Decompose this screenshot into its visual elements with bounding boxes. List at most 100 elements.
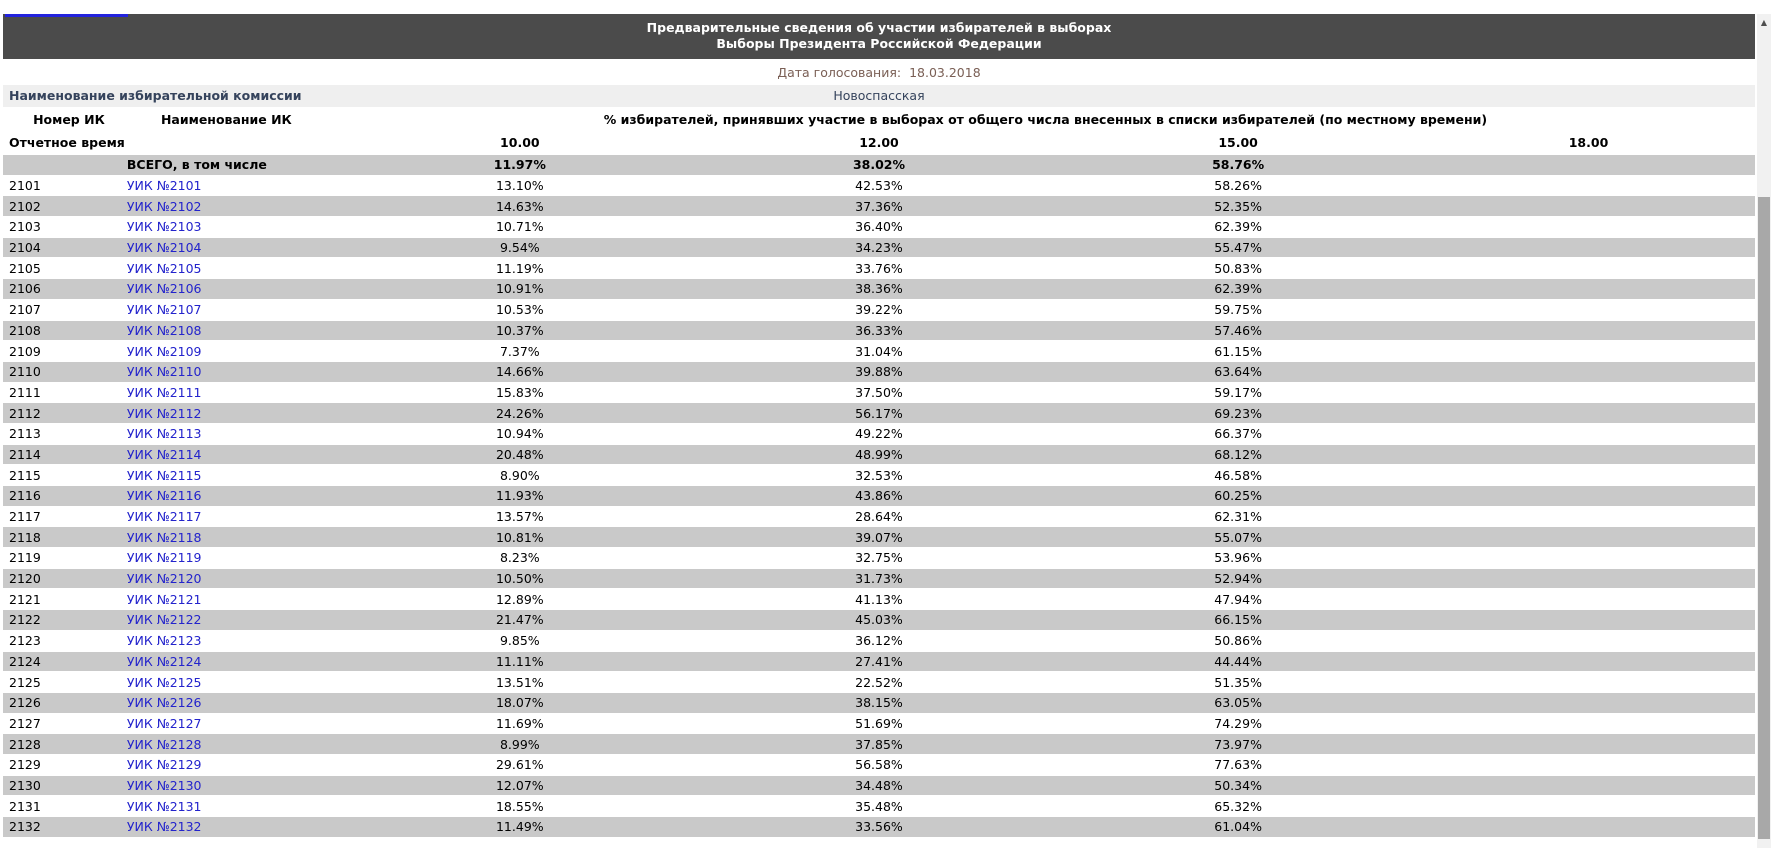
- turnout-value-cell: 66.37%: [1214, 426, 1262, 442]
- turnout-value-cell: [1422, 486, 1755, 506]
- uik-link[interactable]: УИК №2116: [126, 488, 202, 504]
- table-row: 2119 УИК №2119 8.23% 32.75% 53.96%: [3, 548, 1755, 569]
- ik-number-cell: 2106: [9, 281, 41, 297]
- turnout-value-cell: 38.36%: [855, 281, 903, 297]
- voting-date-label: Дата голосования:: [777, 65, 902, 80]
- uik-link[interactable]: УИК №2106: [126, 281, 202, 297]
- vertical-scrollbar[interactable]: ▲ ▼: [1757, 14, 1771, 848]
- uik-link[interactable]: УИК №2127: [126, 715, 202, 731]
- turnout-value-cell: 44.44%: [1214, 653, 1262, 669]
- turnout-value-cell: 39.07%: [855, 529, 903, 545]
- table-row: 2103 УИК №2103 10.71% 36.40% 62.39%: [3, 217, 1755, 238]
- turnout-value-cell: 14.66%: [495, 364, 544, 380]
- uik-link[interactable]: УИК №2117: [126, 509, 202, 525]
- ik-number-cell: 2130: [9, 777, 41, 793]
- uik-link[interactable]: УИК №2126: [126, 695, 202, 711]
- turnout-value-cell: 7.37%: [499, 343, 540, 359]
- table-row: 2128 УИК №2128 8.99% 37.85% 73.97%: [3, 734, 1755, 755]
- uik-link[interactable]: УИК №2115: [126, 467, 202, 483]
- uik-link[interactable]: УИК №2128: [126, 736, 202, 752]
- uik-link[interactable]: УИК №2108: [126, 322, 202, 338]
- ik-number-cell: 2108: [9, 322, 41, 338]
- ik-name-cell: УИК №2120: [117, 569, 336, 589]
- uik-link[interactable]: УИК №2104: [126, 240, 202, 256]
- turnout-value-cell: 11.97%: [493, 157, 546, 173]
- uik-link[interactable]: УИК №2101: [126, 178, 202, 194]
- uik-link[interactable]: УИК №2124: [126, 653, 202, 669]
- ik-number-cell: 2111: [9, 384, 41, 400]
- uik-link[interactable]: УИК №2120: [126, 571, 202, 587]
- table-row: 2124 УИК №2124 11.11% 27.41% 44.44%: [3, 651, 1755, 673]
- turnout-value-cell: 56.17%: [855, 405, 903, 421]
- turnout-value-cell: [1422, 569, 1755, 589]
- commission-name: Новоспасская: [833, 88, 925, 103]
- report-content: Предварительные сведения об участии изби…: [3, 14, 1755, 838]
- uik-link[interactable]: УИК №2132: [126, 819, 202, 835]
- turnout-value-cell: 38.15%: [855, 695, 903, 711]
- uik-link[interactable]: УИК №2119: [126, 550, 202, 566]
- uik-link[interactable]: УИК №2125: [126, 674, 202, 690]
- scroll-up-icon[interactable]: ▲: [1757, 14, 1771, 30]
- turnout-value-cell: [1422, 589, 1755, 609]
- turnout-value-cell: 56.58%: [855, 757, 903, 773]
- ik-name-cell: ВСЕГО, в том числе: [126, 157, 267, 173]
- turnout-value-cell: 9.54%: [499, 240, 540, 256]
- uik-link[interactable]: УИК №2114: [126, 446, 202, 462]
- turnout-value-cell: 10.71%: [495, 219, 544, 235]
- uik-link[interactable]: УИК №2122: [126, 612, 202, 628]
- turnout-value-cell: 36.40%: [855, 219, 903, 235]
- uik-link[interactable]: УИК №2110: [126, 364, 202, 380]
- table-row: 2116 УИК №2116 11.93% 43.86% 60.25%: [3, 486, 1755, 507]
- uik-link[interactable]: УИК №2113: [126, 426, 202, 442]
- ik-number-cell: 2112: [9, 405, 41, 421]
- page: Предварительные сведения об участии изби…: [0, 14, 1771, 848]
- ik-name-cell: УИК №2125: [117, 672, 336, 692]
- uik-link[interactable]: УИК №2123: [126, 633, 202, 649]
- table-row: 2112 УИК №2112 24.26% 56.17% 69.23%: [3, 403, 1755, 424]
- uik-link[interactable]: УИК №2118: [126, 529, 202, 545]
- ik-name-cell: УИК №2108: [117, 321, 336, 341]
- uik-link[interactable]: УИК №2130: [126, 777, 202, 793]
- table-row: 2131 УИК №2131 18.55% 35.48% 65.32%: [3, 796, 1755, 817]
- ik-number-cell: 2105: [9, 260, 41, 276]
- turnout-value-cell: 69.23%: [1214, 405, 1262, 421]
- scroll-down-icon[interactable]: ▼: [1757, 846, 1771, 848]
- column-header-turnout-percent: % избирателей, принявших участие в выбор…: [603, 112, 1488, 127]
- uik-link[interactable]: УИК №2129: [126, 757, 202, 773]
- uik-link[interactable]: УИК №2103: [126, 219, 202, 235]
- ik-number-cell: 2114: [9, 446, 41, 462]
- table-body: ВСЕГО, в том числе 11.97% 38.02% 58.76% 2101…: [3, 155, 1755, 838]
- ik-number-cell: 2122: [9, 612, 41, 628]
- turnout-value-cell: 63.05%: [1214, 695, 1262, 711]
- ik-name-cell: УИК №2107: [117, 300, 336, 320]
- uik-link[interactable]: УИК №2107: [126, 302, 202, 318]
- uik-link[interactable]: УИК №2105: [126, 260, 202, 276]
- uik-link[interactable]: УИК №2121: [126, 591, 202, 607]
- turnout-value-cell: 55.47%: [1214, 240, 1262, 256]
- turnout-value-cell: [1422, 279, 1755, 299]
- turnout-value-cell: 49.22%: [855, 426, 903, 442]
- ik-number-cell: [3, 155, 117, 175]
- turnout-value-cell: 52.94%: [1214, 571, 1262, 587]
- turnout-value-cell: 58.76%: [1212, 157, 1265, 173]
- turnout-value-cell: 52.35%: [1214, 198, 1262, 214]
- report-title-bar: Предварительные сведения об участии изби…: [3, 14, 1755, 59]
- time-column-12: 12.00: [859, 134, 899, 150]
- turnout-value-cell: 62.31%: [1214, 509, 1262, 525]
- uik-link[interactable]: УИК №2111: [126, 384, 202, 400]
- uik-link[interactable]: УИК №2109: [126, 343, 202, 359]
- ik-number-cell: 2118: [9, 529, 41, 545]
- uik-link[interactable]: УИК №2102: [126, 198, 202, 214]
- ik-number-cell: 2126: [9, 695, 41, 711]
- ik-name-cell: УИК №2127: [117, 714, 336, 734]
- turnout-value-cell: [1422, 238, 1755, 258]
- column-header-ik-number: Номер ИК: [33, 112, 105, 127]
- turnout-value-cell: 57.46%: [1214, 322, 1262, 338]
- truncated-link[interactable]: [5, 14, 128, 17]
- report-title-line2: Выборы Президента Российской Федерации: [716, 36, 1042, 51]
- turnout-value-cell: [1422, 796, 1755, 816]
- uik-link[interactable]: УИК №2131: [126, 798, 202, 814]
- uik-link[interactable]: УИК №2112: [126, 405, 202, 421]
- turnout-value-cell: [1422, 527, 1755, 547]
- scrollbar-thumb[interactable]: [1758, 197, 1770, 839]
